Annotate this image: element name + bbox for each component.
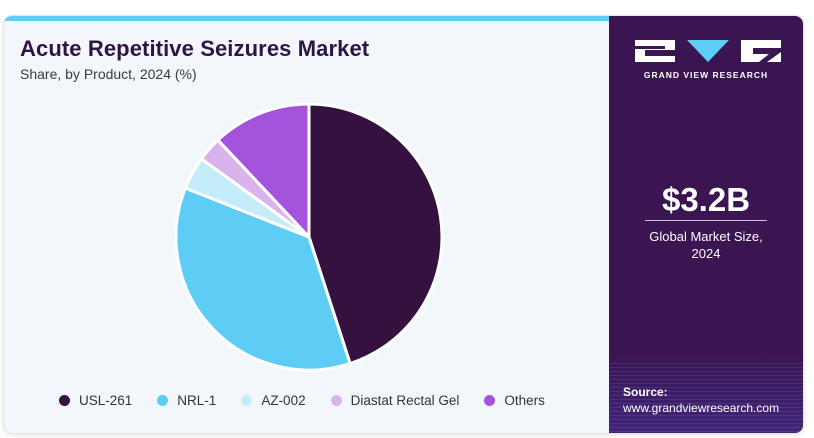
accent-bar [4, 16, 609, 21]
chart-title: Acute Repetitive Seizures Market [20, 36, 370, 61]
pie-slice-nrl-1 [174, 186, 352, 372]
pie-chart [174, 102, 444, 372]
pie-slice-others [216, 102, 311, 239]
legend-swatch [157, 395, 169, 406]
source-label: Source: [623, 385, 668, 399]
chart-subtitle: Share, by Product, 2024 (%) [20, 66, 197, 82]
legend-item: Others [484, 393, 545, 408]
chart-card: Acute Repetitive Seizures Market Share, … [4, 16, 803, 433]
legend-item: USL-261 [59, 393, 132, 408]
legend-label: AZ-002 [261, 393, 306, 408]
pie-slice-usl-261 [307, 102, 444, 365]
legend-label: Others [504, 393, 545, 408]
legend-swatch [484, 395, 496, 406]
legend-item: AZ-002 [241, 393, 306, 408]
market-size-label-line2: 2024 [691, 246, 721, 261]
info-panel: GRAND VIEW RESEARCH $3.2B Global Market … [609, 16, 803, 433]
chart-panel: Acute Repetitive Seizures Market Share, … [4, 16, 609, 433]
legend-item: NRL-1 [157, 393, 216, 408]
chart-legend: USL-261 NRL-1 AZ-002 Diastat Rectal Gel Othe… [59, 393, 570, 408]
source-url[interactable]: www.grandviewresearch.com [623, 401, 780, 415]
brand-name: GRAND VIEW RESEARCH [643, 70, 769, 80]
panel-gradient [609, 353, 803, 433]
market-size-label-line1: Global Market Size, [649, 229, 763, 244]
panel-stripes [609, 363, 803, 433]
legend-label: NRL-1 [177, 393, 217, 408]
legend-swatch [241, 395, 253, 406]
value-divider [645, 220, 767, 221]
legend-label: Diastat Rectal Gel [350, 393, 460, 408]
market-size-value: $3.2B [661, 181, 751, 218]
legend-swatch [330, 395, 342, 406]
legend-label: USL-261 [79, 393, 133, 408]
legend-swatch [59, 395, 70, 406]
grand-view-research-logo [635, 40, 781, 62]
legend-item: Diastat Rectal Gel [330, 393, 460, 408]
market-size-label: Global Market Size, 2024 [609, 228, 803, 262]
